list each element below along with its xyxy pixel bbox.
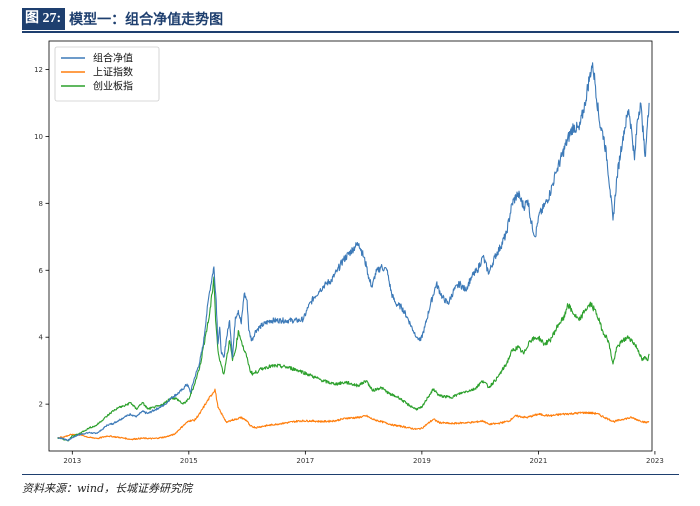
y-tick-label: 6	[39, 267, 44, 275]
series-layer	[57, 62, 650, 442]
y-tick-label: 4	[39, 334, 44, 342]
legend-label: 上证指数	[93, 66, 133, 79]
y-tick-label: 8	[39, 200, 43, 208]
x-tick-label: 2023	[646, 457, 664, 465]
x-tick-label: 2015	[180, 457, 198, 465]
y-tick-label: 10	[34, 133, 43, 141]
legend-label: 组合净值	[93, 52, 133, 65]
figure-title: 模型一：组合净值走势图	[69, 12, 224, 28]
header-rule	[22, 31, 679, 33]
x-tick-label: 2013	[63, 457, 81, 465]
plot-frame	[48, 40, 653, 452]
series-line-2	[57, 388, 650, 441]
y-tick-label: 2	[39, 401, 43, 409]
legend-box	[54, 46, 160, 102]
legend-label: 创业板指	[93, 80, 133, 93]
y-axis: 2 4 6 8 10 12	[34, 66, 49, 409]
series-line-1	[57, 62, 650, 442]
x-tick-label: 2021	[529, 457, 547, 465]
source-note: 资料来源：wind，长城证券研究院	[22, 482, 193, 495]
x-tick-label: 2019	[413, 457, 431, 465]
y-tick-label: 12	[34, 66, 43, 74]
x-axis: 2013 2015 2017 2019 2021 2023	[63, 451, 664, 465]
figure-label: 图 27:	[22, 8, 66, 30]
x-tick-label: 2017	[296, 457, 314, 465]
series-line-3	[57, 276, 650, 442]
footer-rule	[22, 474, 679, 475]
figure-header: 图 27: 模型一：组合净值走势图	[22, 8, 679, 30]
